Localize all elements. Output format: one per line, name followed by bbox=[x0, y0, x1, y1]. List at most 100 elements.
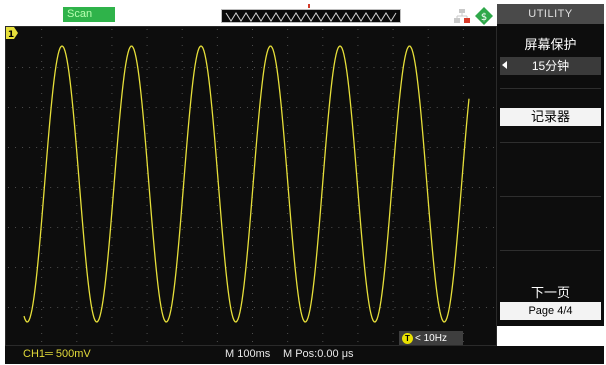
grid-dot bbox=[8, 67, 9, 68]
grid-dot bbox=[252, 61, 253, 62]
grid-dot bbox=[357, 37, 359, 38]
grid-dot bbox=[76, 37, 78, 38]
grid-dot bbox=[392, 109, 394, 110]
grid-dot bbox=[322, 101, 324, 102]
grid-dot bbox=[392, 37, 394, 38]
memory-position-readout[interactable]: M Pos:0.00 μs bbox=[283, 348, 354, 360]
grid-dot bbox=[357, 293, 359, 294]
grid-dot bbox=[181, 221, 183, 222]
grid-dot bbox=[41, 309, 43, 310]
screensaver-value[interactable]: 15分钟 bbox=[500, 57, 601, 75]
grid-dot bbox=[287, 61, 289, 62]
grid-dot bbox=[462, 197, 464, 198]
grid-dot bbox=[352, 267, 354, 268]
channel-marker-icon[interactable]: 1 bbox=[6, 27, 18, 39]
grid-dot bbox=[146, 221, 148, 222]
grid-dot bbox=[254, 67, 255, 68]
grid-dot bbox=[268, 227, 270, 228]
grid-dot bbox=[317, 107, 319, 108]
grid-dot bbox=[322, 309, 324, 310]
grid-dot bbox=[111, 117, 113, 118]
grid-dot bbox=[71, 227, 73, 228]
grid-dot bbox=[462, 37, 464, 38]
grid-dot bbox=[427, 77, 429, 78]
grid-dot bbox=[148, 267, 150, 268]
grid-dot bbox=[64, 187, 66, 188]
grid-dot bbox=[462, 173, 464, 174]
grid-dot bbox=[324, 67, 326, 68]
grid-dot bbox=[392, 85, 394, 86]
grid-dot bbox=[322, 77, 324, 78]
grid-dot bbox=[111, 309, 113, 310]
grid-dot bbox=[169, 187, 171, 188]
grid-dot bbox=[324, 307, 326, 308]
grid-dot bbox=[113, 267, 115, 268]
grid-dot bbox=[427, 325, 429, 326]
grid-dot bbox=[146, 229, 148, 230]
grid-dot bbox=[392, 181, 394, 182]
grid-dot bbox=[22, 187, 24, 188]
grid-dot bbox=[352, 307, 354, 308]
grid-dot bbox=[216, 237, 218, 238]
grid-dot bbox=[310, 147, 312, 148]
grid-dot bbox=[181, 61, 183, 62]
grid-dot bbox=[146, 325, 148, 326]
timebase-readout[interactable]: M 100ms bbox=[225, 348, 271, 360]
grid-dot bbox=[41, 197, 43, 198]
grid-dot bbox=[331, 67, 333, 68]
grid-dot bbox=[415, 307, 417, 308]
grid-dot bbox=[252, 293, 253, 294]
grid-dot bbox=[471, 267, 473, 268]
grid-dot bbox=[111, 253, 113, 254]
grid-dot bbox=[373, 187, 375, 188]
grid-dot bbox=[450, 267, 452, 268]
grid-dot bbox=[322, 213, 324, 214]
grid-dot bbox=[225, 227, 227, 228]
screensaver-label[interactable]: 屏幕保护 bbox=[524, 37, 577, 52]
grid-dot bbox=[216, 149, 218, 150]
grid-dot bbox=[71, 147, 73, 148]
grid-dot bbox=[176, 227, 178, 228]
grid-dot bbox=[162, 267, 164, 268]
grid-dot bbox=[78, 267, 80, 268]
grid-dot bbox=[464, 107, 466, 108]
waveform-display[interactable]: 1 T < 10Hz bbox=[5, 26, 497, 346]
grid-dot bbox=[113, 107, 115, 108]
grid-dot bbox=[216, 245, 218, 246]
grid-dot bbox=[197, 227, 199, 228]
grid-dot bbox=[464, 267, 466, 268]
page-indicator[interactable]: Page 4/4 bbox=[500, 302, 601, 320]
grid-dot bbox=[387, 67, 389, 68]
grid-dot bbox=[401, 307, 403, 308]
grid-dot bbox=[366, 67, 368, 68]
ch1-scale[interactable]: CH1═ 500mV bbox=[23, 348, 91, 360]
grid-dot bbox=[181, 141, 183, 142]
grid-dot bbox=[427, 189, 429, 190]
grid-dot bbox=[76, 205, 78, 206]
recorder-button[interactable]: 记录器 bbox=[500, 108, 601, 126]
grid-dot bbox=[282, 187, 284, 188]
grid-dot bbox=[41, 157, 43, 158]
grid-dot bbox=[146, 109, 148, 110]
grid-dot bbox=[252, 101, 253, 102]
grid-dot bbox=[427, 229, 429, 230]
grid-dot bbox=[254, 147, 255, 148]
grid-dot bbox=[429, 267, 431, 268]
grid-dot bbox=[366, 147, 368, 148]
grid-dot bbox=[296, 307, 298, 308]
grid-dot bbox=[85, 147, 87, 148]
grid-dot bbox=[41, 101, 43, 102]
grid-dot bbox=[450, 307, 452, 308]
grid-dot bbox=[324, 227, 326, 228]
grid-dot bbox=[462, 277, 464, 278]
grid-dot bbox=[366, 267, 368, 268]
grid-dot bbox=[296, 187, 298, 188]
grid-dot bbox=[392, 333, 394, 334]
grid-dot bbox=[181, 285, 183, 286]
grid-dot bbox=[252, 317, 253, 318]
grid-dot bbox=[380, 107, 382, 108]
next-page-label[interactable]: 下一页 bbox=[530, 285, 570, 300]
grid-dot bbox=[268, 147, 270, 148]
grid-dot bbox=[183, 147, 185, 148]
grid-dot bbox=[181, 269, 183, 270]
